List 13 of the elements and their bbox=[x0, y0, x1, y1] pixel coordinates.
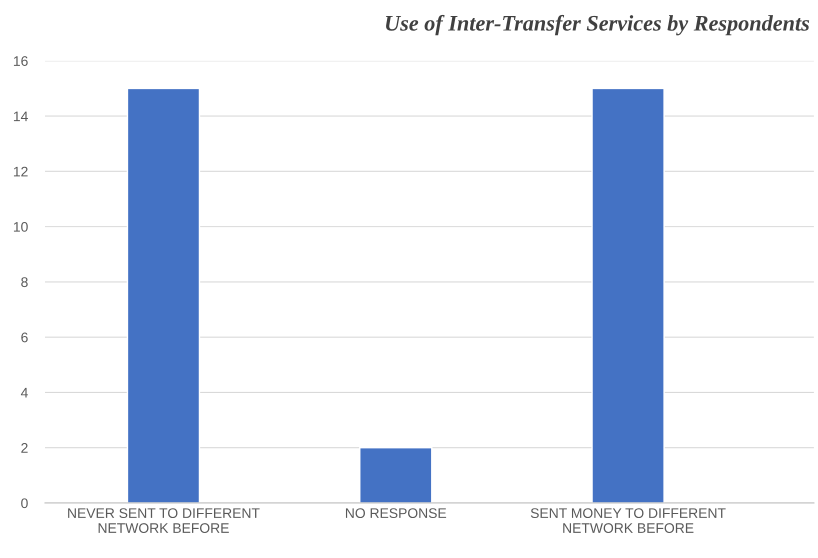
x-tick-label: NEVER SENT TO DIFFERENT NETWORK BEFORE bbox=[68, 508, 260, 534]
y-tick-label: 2 bbox=[21, 443, 28, 453]
y-tick-label: 8 bbox=[21, 277, 28, 288]
x-tick-label: SENT MONEY TO DIFFERENT NETWORK BEFORE bbox=[530, 508, 726, 534]
y-tick-label: 14 bbox=[14, 112, 28, 122]
y-tick-label: 12 bbox=[14, 166, 28, 176]
y-tick-label: 0 bbox=[21, 498, 28, 508]
x-tick-label: NO RESPONSE bbox=[346, 508, 446, 518]
chart-title: Use of Inter-Transfer Services by Respondents bbox=[386, 14, 810, 36]
y-tick-label: 16 bbox=[14, 56, 28, 66]
y-tick-label: 4 bbox=[20, 388, 28, 398]
y-tick-label: 6 bbox=[21, 332, 28, 342]
y-tick-label: 10 bbox=[14, 222, 28, 232]
